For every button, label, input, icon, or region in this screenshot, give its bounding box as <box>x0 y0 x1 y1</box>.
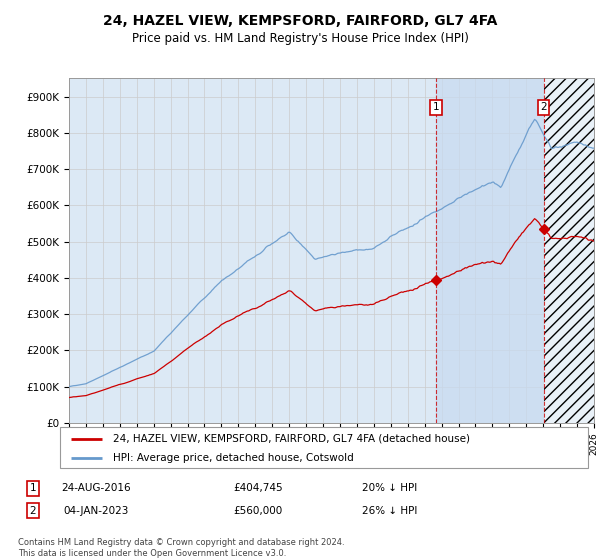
Text: This data is licensed under the Open Government Licence v3.0.: This data is licensed under the Open Gov… <box>18 549 286 558</box>
Text: 24, HAZEL VIEW, KEMPSFORD, FAIRFORD, GL7 4FA: 24, HAZEL VIEW, KEMPSFORD, FAIRFORD, GL7… <box>103 14 497 28</box>
Bar <box>436 78 544 423</box>
Text: 1: 1 <box>29 483 37 493</box>
Text: Price paid vs. HM Land Registry's House Price Index (HPI): Price paid vs. HM Land Registry's House … <box>131 32 469 45</box>
Text: 2: 2 <box>540 102 547 113</box>
Text: 26% ↓ HPI: 26% ↓ HPI <box>362 506 418 516</box>
Text: 04-JAN-2023: 04-JAN-2023 <box>64 506 128 516</box>
Text: 1: 1 <box>433 102 439 113</box>
Bar <box>544 78 594 423</box>
Bar <box>544 78 594 423</box>
Text: 24-AUG-2016: 24-AUG-2016 <box>61 483 131 493</box>
Text: 24, HAZEL VIEW, KEMPSFORD, FAIRFORD, GL7 4FA (detached house): 24, HAZEL VIEW, KEMPSFORD, FAIRFORD, GL7… <box>113 433 470 444</box>
Text: HPI: Average price, detached house, Cotswold: HPI: Average price, detached house, Cots… <box>113 452 353 463</box>
Text: 20% ↓ HPI: 20% ↓ HPI <box>362 483 418 493</box>
Text: £560,000: £560,000 <box>233 506 283 516</box>
Text: Contains HM Land Registry data © Crown copyright and database right 2024.: Contains HM Land Registry data © Crown c… <box>18 538 344 547</box>
FancyBboxPatch shape <box>60 427 588 468</box>
Text: £404,745: £404,745 <box>233 483 283 493</box>
Text: 2: 2 <box>29 506 37 516</box>
